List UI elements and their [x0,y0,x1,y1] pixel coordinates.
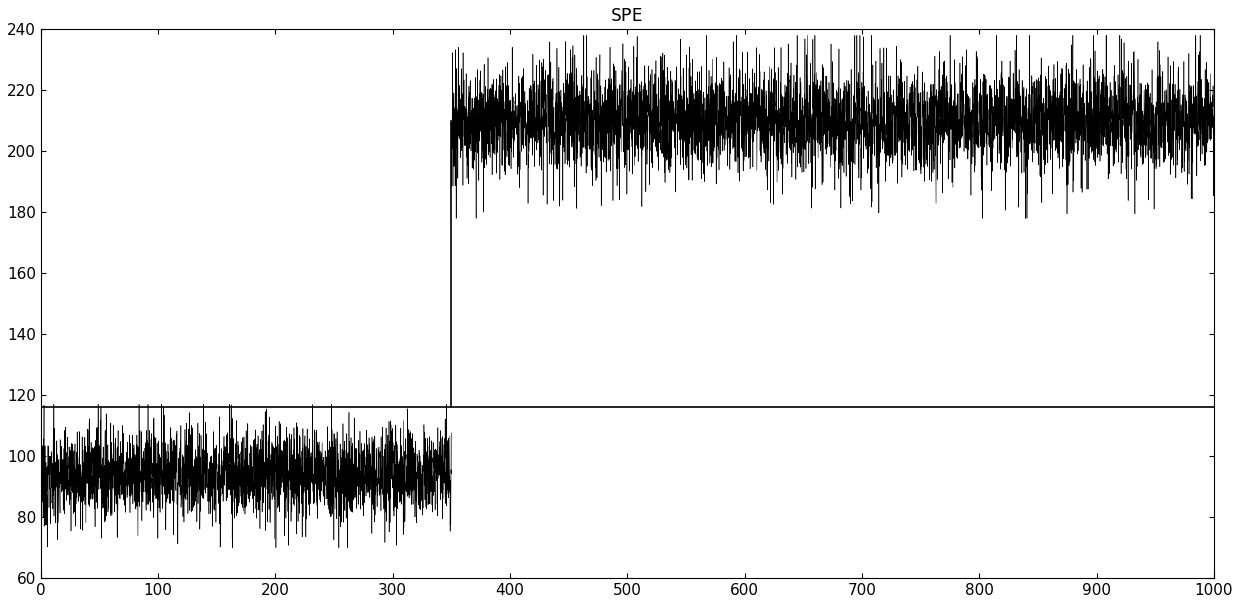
Title: SPE: SPE [611,7,644,25]
